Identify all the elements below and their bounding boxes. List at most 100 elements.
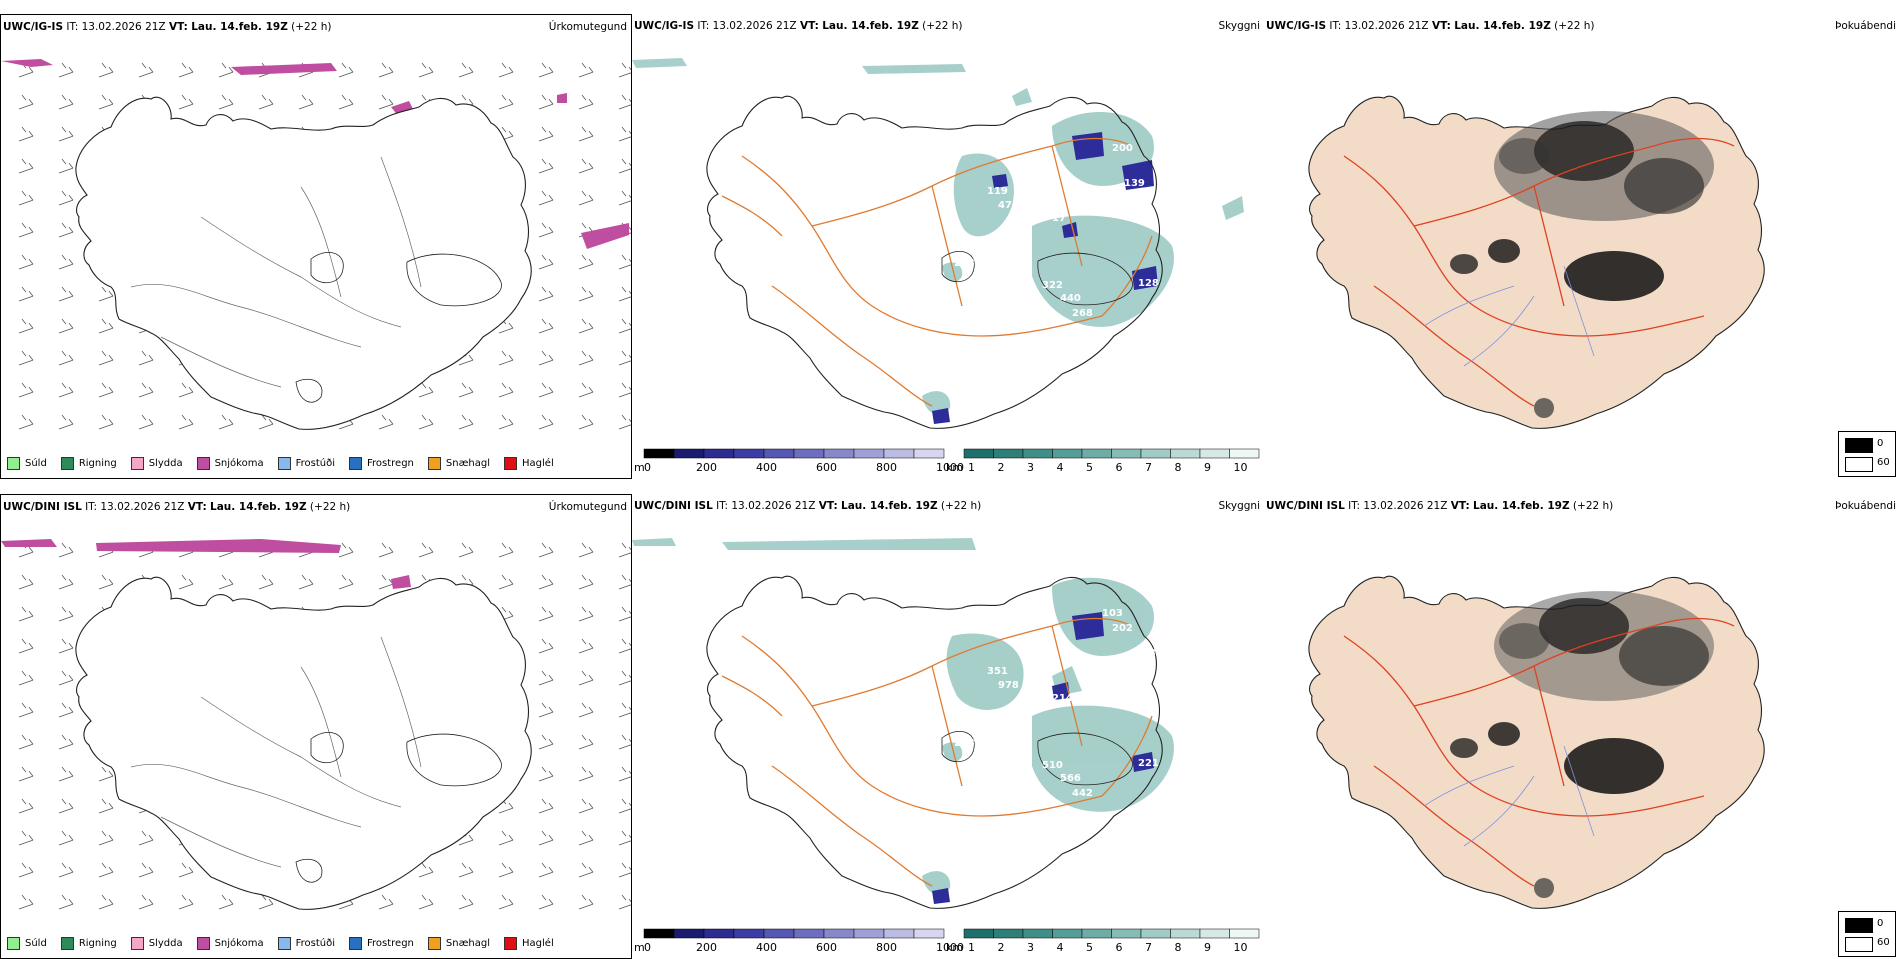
- rivers: [1423, 265, 1595, 367]
- wind-barb: [498, 542, 514, 558]
- wind-barb: [18, 766, 34, 782]
- wind-barb: [578, 318, 594, 334]
- fog-legend-high: 60: [1877, 457, 1890, 468]
- panel-title: Þokuábendi: [1835, 500, 1896, 512]
- colorbars: m 0 200 400 600 800 1000 km 1 2 3 4 5 6 7 8 9 10: [634, 447, 1264, 475]
- ceiling-label: 194: [1124, 658, 1145, 669]
- wind-barb: [578, 894, 594, 910]
- ceiling-colorbar-segment: [643, 448, 675, 459]
- iceland-coastline: [75, 576, 532, 910]
- wind-barb: [58, 318, 74, 334]
- ceiling-colorbar-tick: 1000: [936, 461, 964, 474]
- precip-legend-swatch: [504, 937, 518, 950]
- wind-barb: [58, 798, 74, 814]
- wind-barb: [618, 126, 631, 142]
- wind-barb: [138, 894, 154, 910]
- visibility-colorbar-tick: 4: [1057, 461, 1064, 474]
- wind-barb: [578, 638, 594, 654]
- precip-legend-item: Frostúði: [277, 937, 335, 950]
- wind-barb: [18, 222, 34, 238]
- precip-map: [1, 59, 631, 430]
- panel-header: UWC/DINI ISL IT: 13.02.2026 21Z VT: Lau.…: [3, 501, 351, 513]
- wind-barb: [18, 702, 34, 718]
- visibility-colorbar-segment: [993, 928, 1024, 939]
- precip-legend-label: Rigning: [78, 938, 117, 949]
- ceiling-labels: 351 978 214 233 510 566 442 221 116 202 194 21 238 10…: [950, 608, 1163, 905]
- ceiling-label: 233: [954, 738, 975, 749]
- wind-barb: [578, 158, 594, 174]
- wind-barb: [58, 126, 74, 142]
- wind-barb: [338, 542, 354, 558]
- ceiling-colorbar-segment: [733, 448, 765, 459]
- wind-barb: [538, 734, 554, 750]
- ceiling-colorbar-tick: 400: [756, 941, 777, 954]
- forecast-row-bottom: UWC/DINI ISL IT: 13.02.2026 21Z VT: Lau.…: [0, 494, 1900, 959]
- wind-barb: [538, 830, 554, 846]
- wind-barb: [58, 62, 74, 78]
- wind-barb: [58, 702, 74, 718]
- ceiling-colorbar-segment: [673, 448, 705, 459]
- ceiling-colorbar-segment: [763, 928, 795, 939]
- wind-barb: [578, 766, 594, 782]
- wind-barb: [378, 894, 394, 910]
- wind-barb: [618, 254, 631, 270]
- precip-legend-item: Snæhagl: [427, 457, 490, 470]
- interior-lines: [130, 156, 422, 388]
- wind-barb: [498, 350, 514, 366]
- precip-legend-swatch: [130, 937, 144, 950]
- precip-legend-item: Súld: [7, 937, 47, 950]
- wind-barb: [58, 222, 74, 238]
- fog-legend: 0 60: [1838, 431, 1896, 477]
- wind-barb: [538, 126, 554, 142]
- panel-title: Úrkomutegund: [548, 21, 627, 33]
- precip-legend-item: Slydda: [130, 457, 183, 470]
- wind-barb: [138, 830, 154, 846]
- precip-legend-swatch: [7, 937, 20, 950]
- wind-barb: [58, 670, 74, 686]
- visibility-colorbar-tick: 2: [998, 461, 1005, 474]
- cloud-visibility-panel: UWC/IG-IS IT: 13.02.2026 21Z VT: Lau. 14…: [632, 14, 1264, 479]
- visibility-colorbar-segment: [1052, 448, 1083, 459]
- wind-barb: [338, 574, 354, 590]
- wind-barb: [578, 126, 594, 142]
- ceiling-label: 103: [1102, 608, 1123, 619]
- wind-barb: [58, 894, 74, 910]
- visibility-colorbar-tick: 9: [1204, 461, 1211, 474]
- visibility-colorbar-tick: 8: [1175, 941, 1182, 954]
- wind-barb: [18, 318, 34, 334]
- precip-legend-swatch: [349, 937, 362, 950]
- precip-legend-item: Snjókoma: [196, 457, 264, 470]
- wind-barb: [138, 862, 154, 878]
- precip-legend-item: Slydda: [130, 937, 183, 950]
- wind-barb: [578, 254, 594, 270]
- wind-barb: [578, 862, 594, 878]
- precip-legend-swatch: [427, 457, 441, 470]
- wind-barb: [538, 798, 554, 814]
- wind-barb: [98, 62, 114, 78]
- visibility-colorbar-segment: [1199, 928, 1230, 939]
- wind-barb: [578, 798, 594, 814]
- wind-barb: [58, 254, 74, 270]
- wind-barb: [18, 606, 34, 622]
- wind-barb: [578, 702, 594, 718]
- road-network: [721, 617, 1153, 887]
- visibility-colorbar-unit: km: [946, 941, 963, 954]
- visibility-colorbar-segment: [1229, 928, 1260, 939]
- wind-barb: [98, 94, 114, 110]
- wind-barb: [338, 62, 354, 78]
- ceiling-colorbar-segment: [703, 448, 735, 459]
- visibility-colorbar-segment: [963, 928, 994, 939]
- wind-barb: [618, 414, 631, 430]
- wind-barb: [138, 414, 154, 430]
- ceiling-label: 268: [1072, 308, 1093, 319]
- wind-barb: [458, 62, 474, 78]
- wind-barb: [538, 254, 554, 270]
- ceiling-colorbar-tick: 200: [696, 941, 717, 954]
- ceiling-label: 510: [1042, 760, 1063, 771]
- wind-barb: [98, 318, 114, 334]
- wind-barb: [298, 94, 314, 110]
- ceiling-colorbar-tick: 0: [644, 461, 651, 474]
- wind-barb: [578, 190, 594, 206]
- visibility-colorbar-tick: 4: [1057, 941, 1064, 954]
- wind-barb: [618, 350, 631, 366]
